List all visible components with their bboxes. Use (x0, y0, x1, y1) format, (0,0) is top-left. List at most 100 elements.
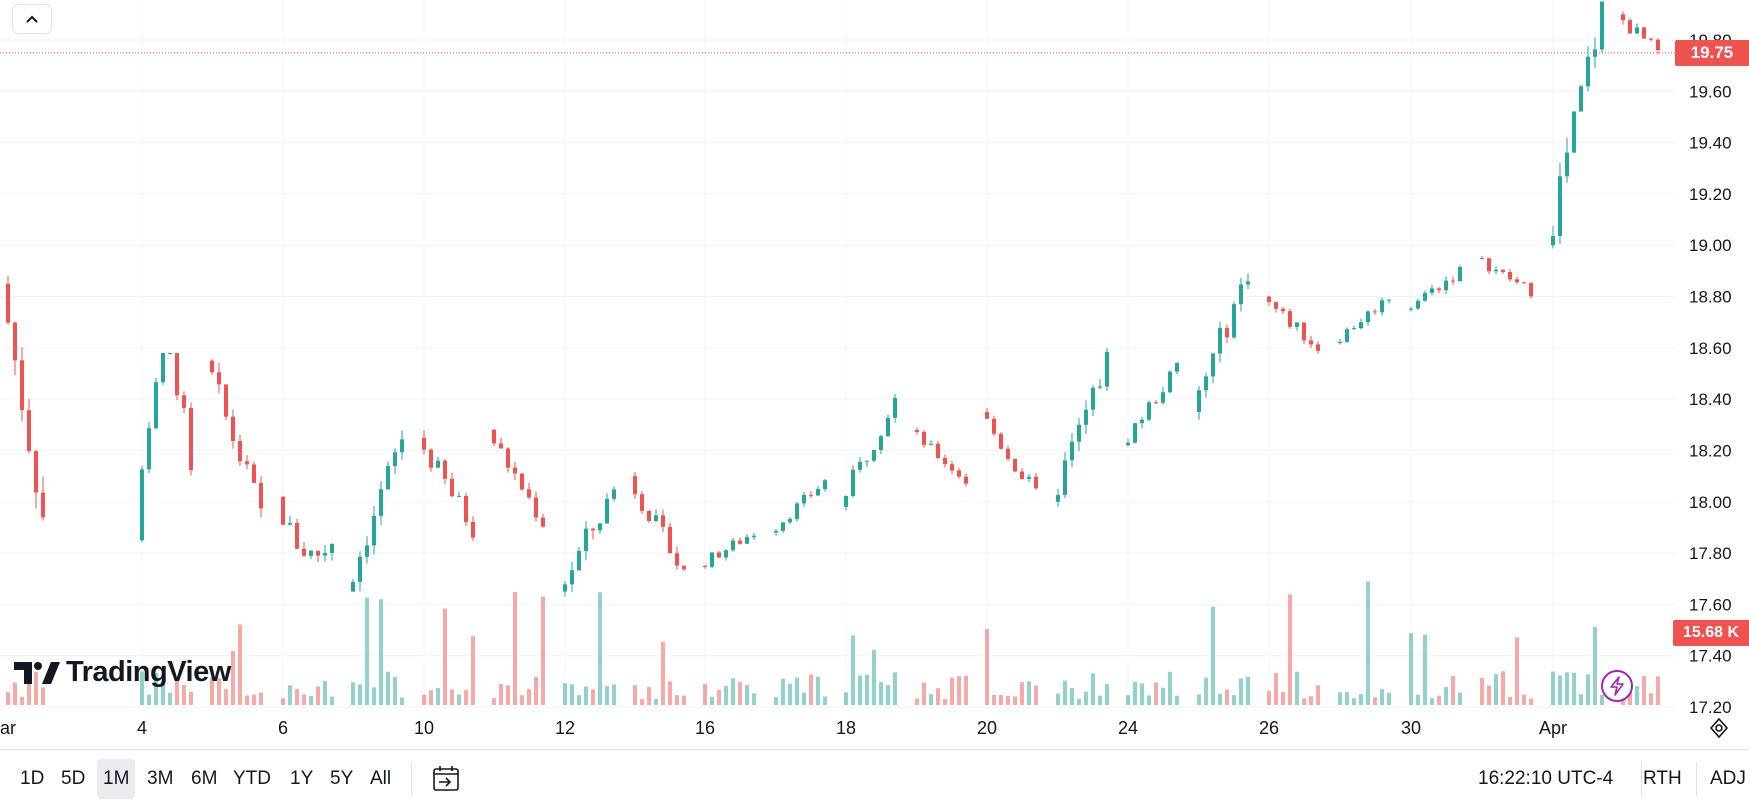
volume-bar (717, 689, 721, 705)
candle-body (1437, 288, 1441, 291)
candle-body (168, 352, 172, 354)
volume-bar (534, 676, 538, 705)
volume-bar (41, 687, 45, 705)
volume-bar (745, 685, 749, 705)
volume-bar (520, 695, 524, 705)
candle-body (1387, 299, 1391, 301)
timeframe-1y[interactable]: 1Y (290, 768, 314, 789)
chart-settings-button[interactable] (1705, 714, 1733, 742)
volume-bar (865, 674, 869, 705)
candle-body (513, 467, 517, 474)
candle-body (1487, 258, 1491, 272)
volume-bar (802, 692, 806, 705)
volume-bar (1522, 694, 1526, 705)
candle-body (1056, 494, 1060, 502)
candle-body (295, 523, 299, 549)
candle-body (612, 489, 616, 499)
volume-bar (1635, 685, 1639, 705)
candle-body (429, 449, 433, 468)
candle-body (1309, 340, 1313, 345)
go-to-date-button[interactable] (428, 761, 464, 797)
candle-body (1558, 176, 1562, 237)
candle-body (1508, 272, 1512, 280)
timeframe-ytd[interactable]: YTD (233, 768, 271, 789)
price-tick-label: 17.20 (1689, 698, 1732, 717)
candle-body (1034, 476, 1038, 489)
candle-body (1480, 258, 1484, 260)
clock-timezone[interactable]: 16:22:10 UTC-4 (1478, 768, 1614, 789)
time-tick-label: 4 (137, 718, 147, 738)
timeframe-1m[interactable]: 1M (97, 759, 136, 799)
candle-body (1635, 27, 1639, 34)
volume-bar (1387, 692, 1391, 705)
volume-bar (915, 698, 919, 705)
volume-bar (1558, 675, 1562, 705)
lightning-button[interactable] (1601, 670, 1633, 702)
candle-body (1211, 353, 1215, 377)
volume-bar (379, 599, 383, 705)
volume-bar (823, 696, 827, 705)
volume-bar (893, 672, 897, 705)
volume-bar (1197, 694, 1201, 705)
timeframe-6m[interactable]: 6M (191, 768, 218, 789)
timeframe-all[interactable]: All (370, 768, 392, 789)
price-tick-label: 17.60 (1689, 595, 1732, 614)
volume-bar (957, 676, 961, 705)
timeframe-3m[interactable]: 3M (147, 768, 174, 789)
volume-bar (323, 681, 327, 705)
price-chart[interactable]: 19.8019.6019.4019.2019.0018.8018.6018.40… (0, 0, 1749, 749)
volume-bar (224, 688, 228, 705)
volume-bar (492, 698, 496, 705)
chevron-up-icon (26, 15, 38, 23)
candle-body (957, 470, 961, 477)
price-tick-label: 18.20 (1689, 441, 1732, 460)
volume-bar (879, 681, 883, 705)
candle-body (302, 548, 306, 556)
candle-body (1091, 387, 1095, 410)
candle-body (598, 523, 602, 531)
volume-bar (302, 694, 306, 705)
volume-bar (1451, 675, 1455, 705)
price-tick-label: 18.80 (1689, 288, 1732, 307)
volume-bar (1586, 674, 1590, 705)
volume-bar (612, 684, 616, 705)
candle-body (654, 515, 658, 521)
candle-body (1572, 111, 1576, 153)
price-tick-label: 19.40 (1689, 134, 1732, 153)
candle-body (27, 410, 31, 452)
candle-body (668, 526, 672, 554)
session-toggle[interactable]: RTH (1643, 768, 1682, 789)
candle-body (1084, 409, 1088, 425)
calendar-goto-icon (433, 766, 459, 791)
volume-bar (731, 678, 735, 705)
candle-body (915, 429, 919, 432)
volume-bar (168, 692, 172, 705)
volume-bar (295, 689, 299, 705)
volume-bar (1239, 678, 1243, 705)
timeframe-1d[interactable]: 1D (20, 768, 45, 789)
candle-body (471, 521, 475, 538)
tradingview-logo[interactable]: TradingView (14, 656, 231, 689)
volume-bar (436, 688, 440, 705)
volume-bar (577, 695, 581, 705)
volume-bar (1027, 681, 1031, 705)
time-axis[interactable]: ar 4 6 10 12 16 18 20 24 26 30 Apr (0, 718, 1567, 738)
timeframe-5y[interactable]: 5Y (330, 768, 354, 789)
collapse-button[interactable] (12, 4, 52, 34)
volume-bar (1267, 690, 1271, 705)
volume-bar (1373, 697, 1377, 705)
price-axis[interactable]: 19.8019.6019.4019.2019.0018.8018.6018.40… (1689, 31, 1732, 717)
candle-body (210, 360, 214, 373)
candle-body (1197, 390, 1201, 412)
adjust-toggle[interactable]: ADJ (1710, 768, 1746, 789)
volume-bar (752, 693, 756, 705)
volume-bar (450, 689, 454, 705)
candle-body (1027, 476, 1031, 479)
candle-body (886, 417, 890, 437)
volume-bar (872, 649, 876, 705)
candle-body (795, 503, 799, 519)
candle-body (323, 553, 327, 556)
timeframe-5d[interactable]: 5D (61, 768, 86, 789)
volume-bar (1077, 698, 1081, 705)
volume-bar (231, 651, 235, 705)
